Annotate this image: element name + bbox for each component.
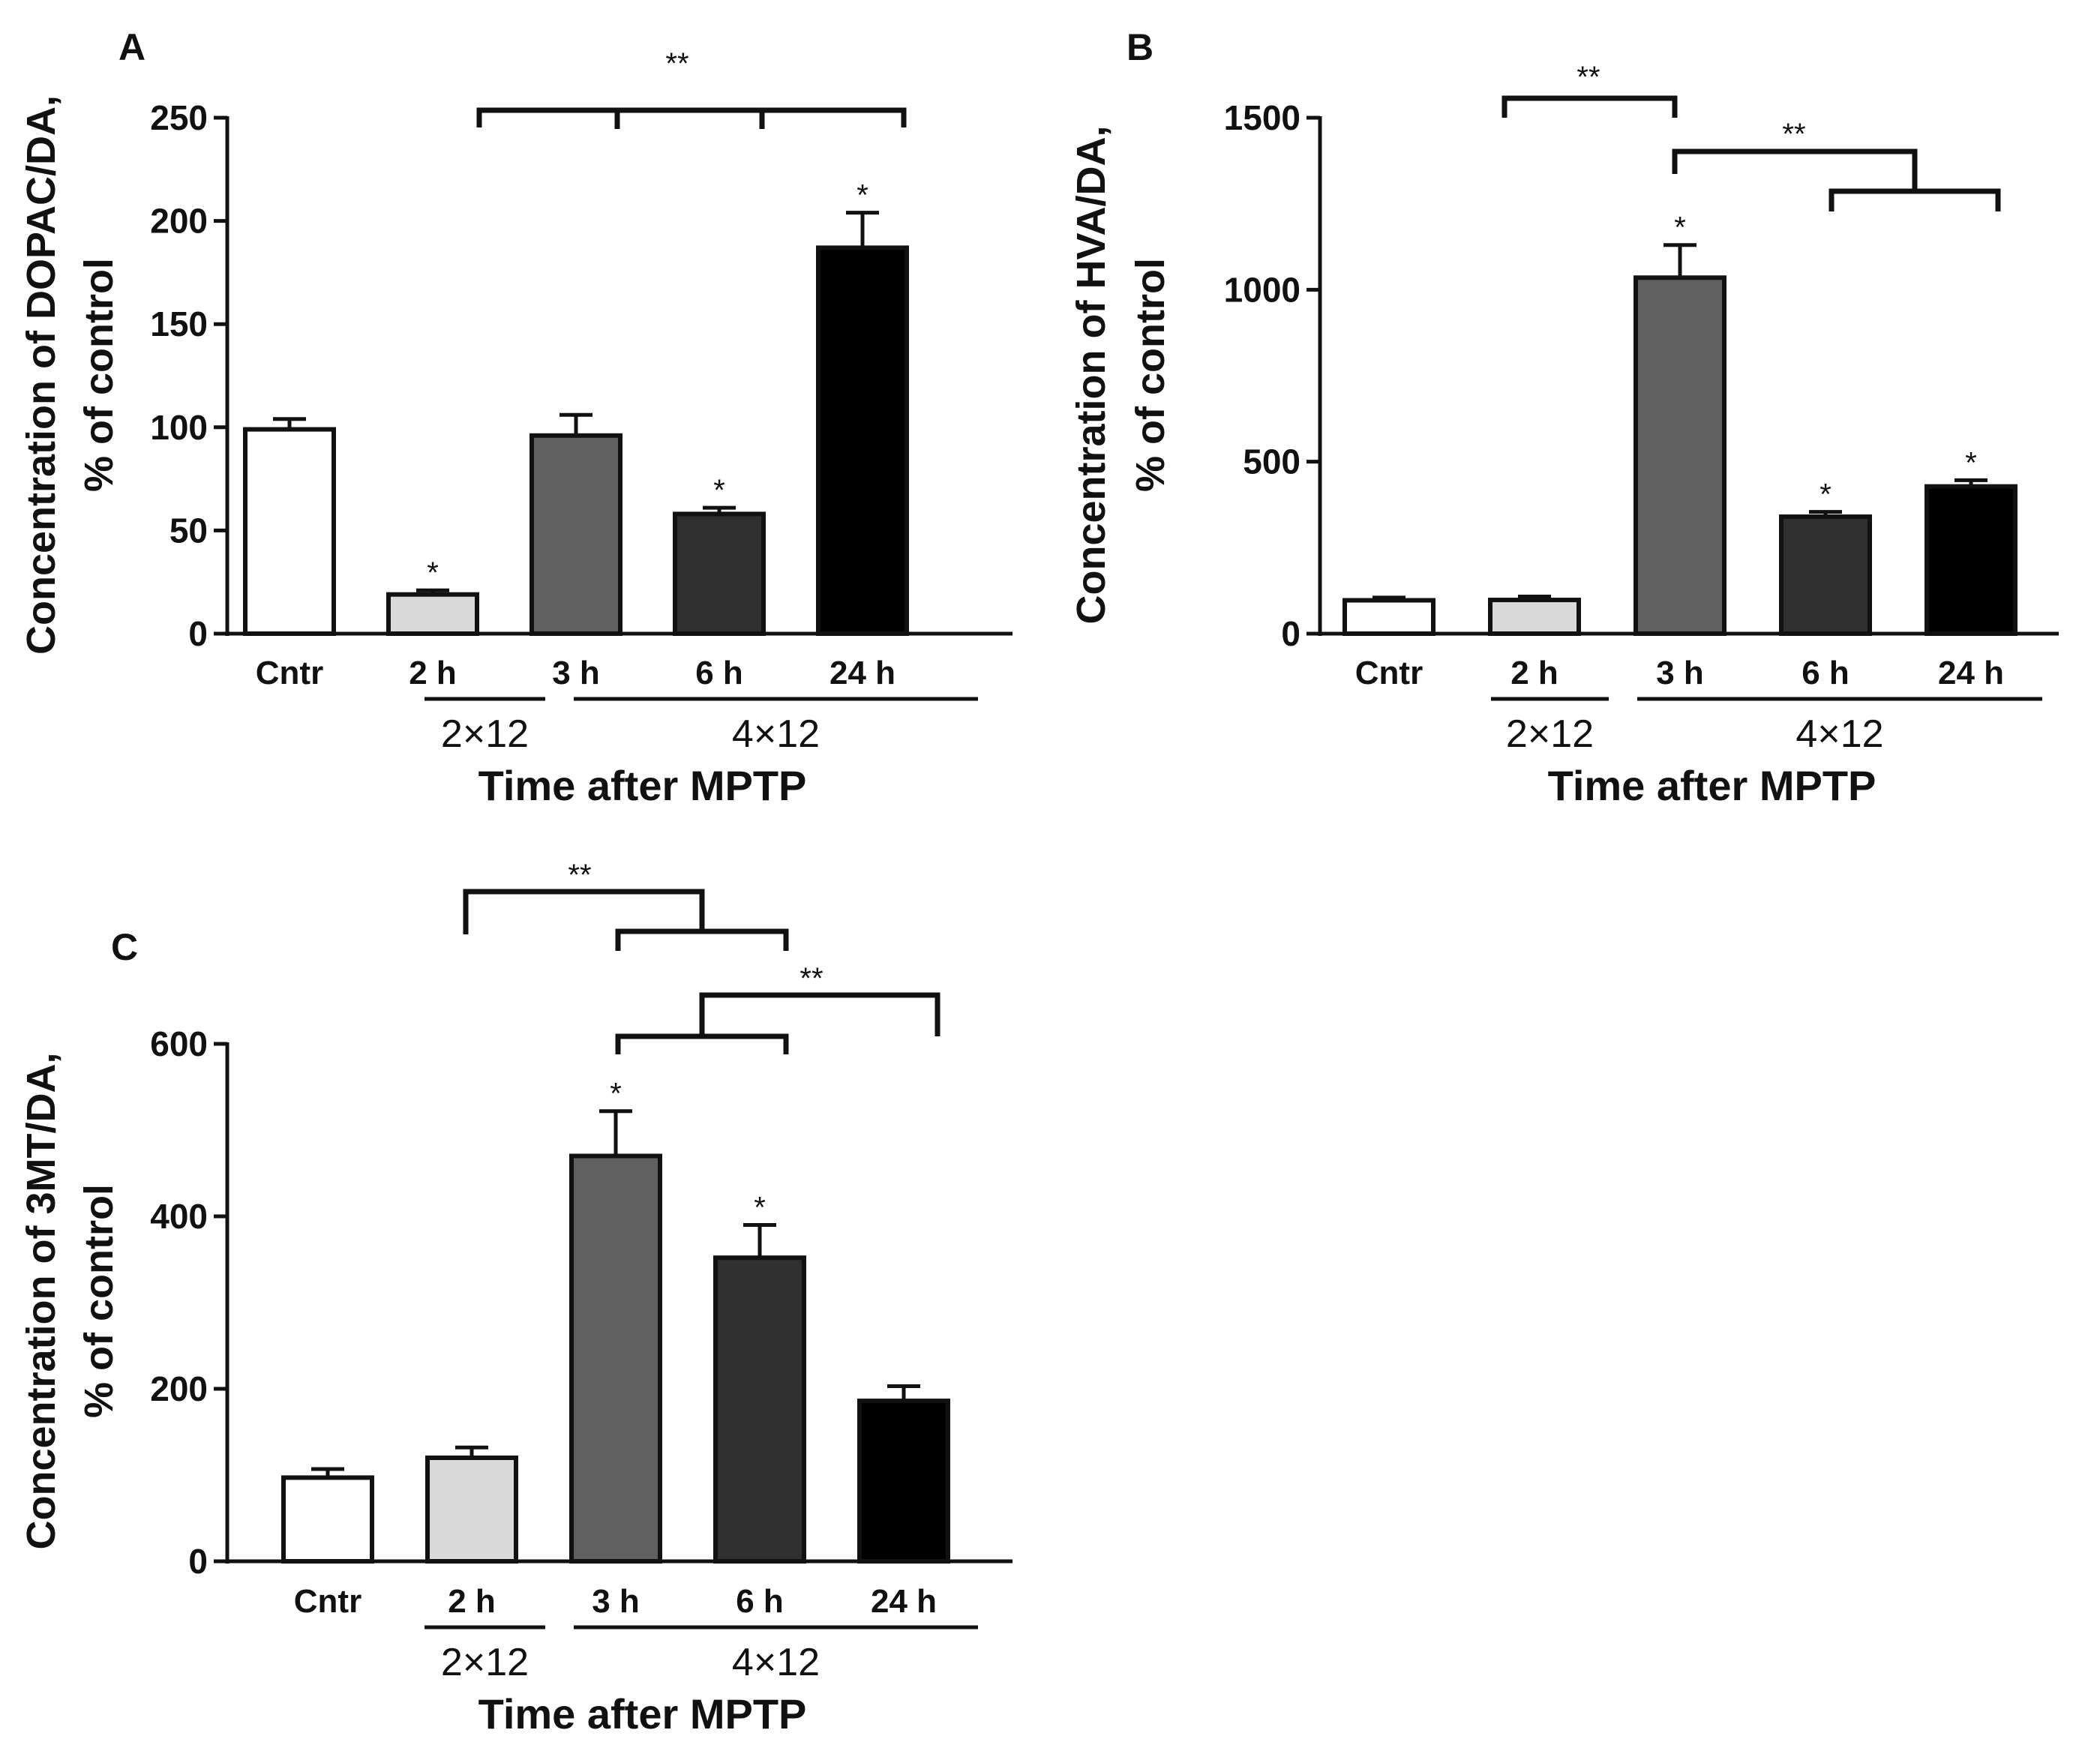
y-axis-label-b: Concentration of HVA/DA,	[1069, 126, 1114, 625]
y-axis-label-sub-b: % of control	[1128, 258, 1173, 492]
panel-label-b: B	[1126, 26, 1154, 68]
comparison-bracket-b-3	[1828, 188, 2001, 211]
category-label-b: 6 h	[1802, 655, 1850, 691]
category-label-b: 3 h	[1656, 655, 1704, 691]
category-label-a: 6 h	[695, 655, 743, 691]
y-tick-label-a: 200	[150, 202, 208, 241]
y-tick-label-b: 1500	[1224, 98, 1300, 137]
bar-a-3	[673, 511, 766, 636]
group-label-b-2: 4×12	[1796, 712, 1883, 756]
category-label-a: 2 h	[409, 655, 457, 691]
comparison-bracket-c-3	[615, 1033, 789, 1054]
bar-c-3	[713, 1255, 806, 1564]
significance-star-c: *	[754, 1192, 766, 1225]
comparison-bracket-c-4	[699, 992, 940, 1036]
bar-c-0	[281, 1475, 374, 1564]
double-star-b-2: **	[1782, 118, 1805, 151]
y-tick-label-c: 400	[150, 1197, 208, 1236]
comparison-bracket-b-1	[1502, 95, 1678, 118]
bar-b-1	[1488, 598, 1581, 636]
significance-star-b: *	[1820, 478, 1832, 511]
y-axis-label-a: Concentration of DOPAC/DA,	[19, 95, 64, 655]
group-label-a-1: 2×12	[441, 712, 529, 756]
bar-a-1	[386, 592, 479, 636]
category-label-a: 3 h	[552, 655, 600, 691]
y-tick-label-b: 0	[1281, 614, 1300, 653]
bar-b-2	[1634, 275, 1726, 636]
category-label-c: Cntr	[294, 1583, 362, 1620]
y-axis-label-sub-a: % of control	[76, 258, 122, 492]
bar-a-2	[530, 433, 622, 636]
y-tick-label-b: 500	[1243, 442, 1300, 481]
x-axis-title-b: Time after MPTP	[1548, 762, 1876, 809]
category-label-c: 6 h	[736, 1583, 784, 1620]
bar-b-3	[1779, 514, 1872, 637]
y-tick-label-a: 150	[150, 304, 208, 343]
x-axis-title-a: Time after MPTP	[478, 762, 807, 809]
group-label-c-1: 2×12	[441, 1641, 529, 1684]
double-star-b-1: **	[1576, 61, 1600, 94]
y-tick-label-b: 1000	[1224, 270, 1300, 309]
bar-a-0	[243, 427, 336, 636]
significance-star-a: *	[427, 556, 439, 589]
panel-label-a: A	[118, 26, 146, 68]
y-axis-label-sub-c: % of control	[76, 1184, 122, 1418]
comparison-bracket-c-1	[463, 889, 705, 934]
category-label-a: Cntr	[256, 655, 323, 691]
category-label-b: 2 h	[1510, 655, 1558, 691]
comparison-bracket-a	[476, 107, 907, 127]
y-tick-label-a: 0	[188, 614, 208, 653]
y-tick-label-c: 600	[150, 1024, 208, 1063]
bar-b-4	[1924, 484, 2018, 636]
double-star-c-2: **	[800, 962, 823, 995]
bar-c-2	[569, 1153, 662, 1564]
bar-c-1	[425, 1456, 518, 1564]
bar-c-4	[857, 1399, 950, 1564]
category-label-c: 3 h	[592, 1583, 640, 1620]
y-tick-label-a: 50	[170, 511, 208, 550]
y-axis-label-c: Concentration of 3MT/DA,	[19, 1053, 64, 1550]
double-star-a: **	[665, 47, 688, 80]
y-tick-label-c: 200	[150, 1369, 208, 1408]
y-tick-label-c: 0	[188, 1542, 208, 1581]
double-star-c-1: **	[568, 859, 591, 892]
significance-star-c: *	[610, 1078, 622, 1111]
significance-star-a: *	[856, 179, 868, 212]
group-label-c-2: 4×12	[732, 1641, 820, 1684]
x-axis-title-c: Time after MPTP	[478, 1690, 807, 1738]
bar-a-4	[816, 245, 909, 637]
category-label-b: 24 h	[1938, 655, 2004, 691]
category-label-a: 24 h	[830, 655, 896, 691]
category-label-b: Cntr	[1355, 655, 1423, 691]
group-label-a-2: 4×12	[732, 712, 820, 756]
comparison-bracket-c-2	[615, 928, 789, 951]
comparison-bracket-b-2	[1672, 148, 1918, 191]
category-label-c: 24 h	[871, 1583, 937, 1620]
bar-b-0	[1342, 598, 1436, 637]
y-tick-label-a: 100	[150, 408, 208, 447]
panel-label-c: C	[111, 926, 138, 968]
group-label-b-1: 2×12	[1506, 712, 1594, 756]
significance-star-a: *	[713, 474, 725, 507]
significance-star-b: *	[1674, 211, 1686, 244]
significance-star-b: *	[1965, 446, 1977, 479]
y-tick-label-a: 250	[150, 98, 208, 137]
category-label-c: 2 h	[448, 1583, 496, 1620]
